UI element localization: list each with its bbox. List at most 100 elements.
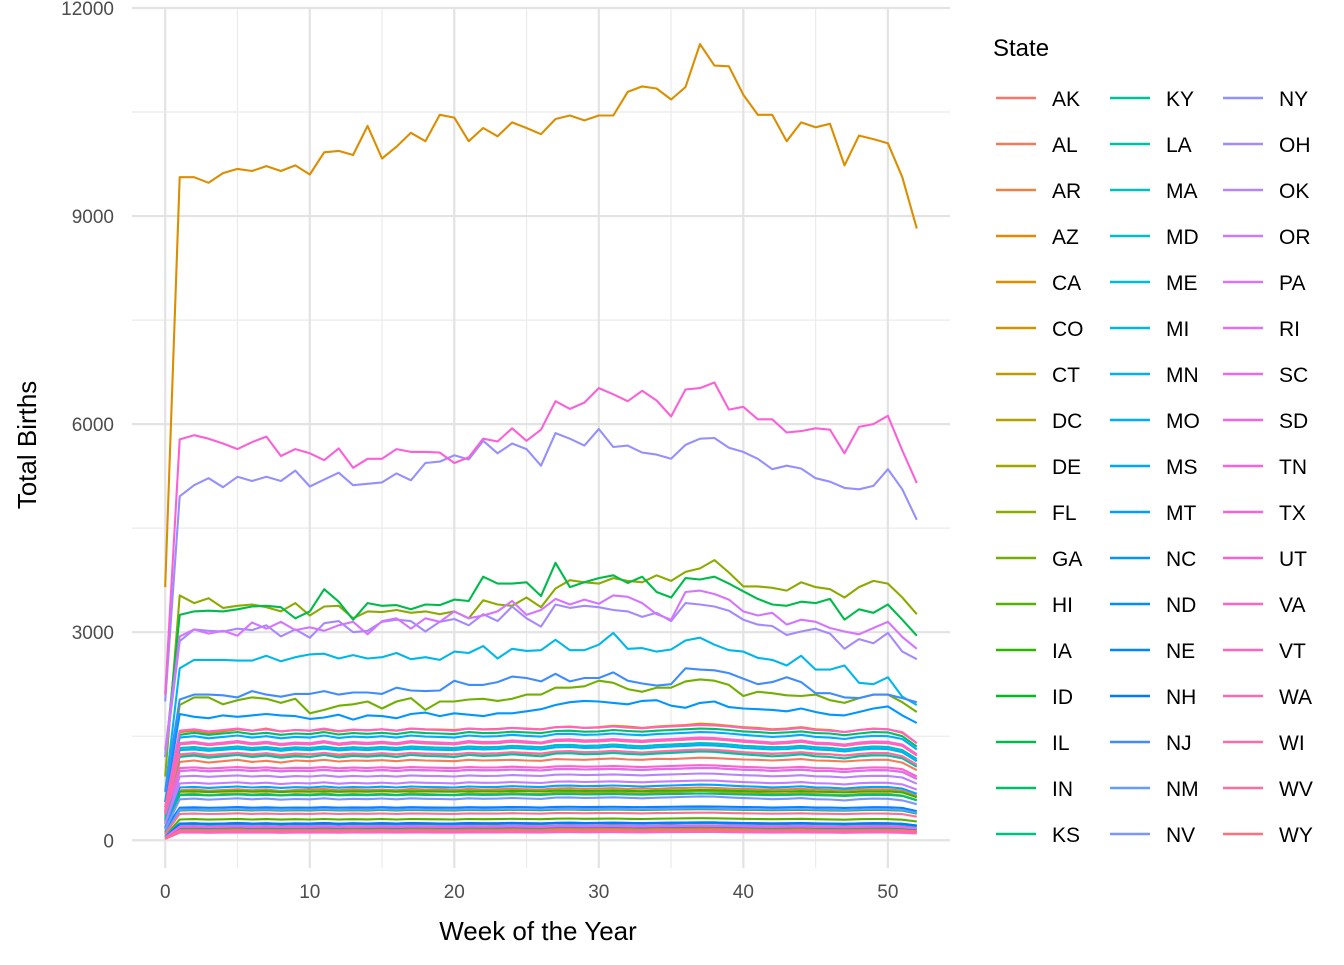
- series-line-ga: [164, 678, 918, 803]
- x-tick-label: 30: [588, 882, 609, 903]
- series-line-nm: [164, 807, 918, 835]
- series-line-ar: [164, 786, 918, 828]
- series-line-tx: [164, 381, 918, 695]
- series-line-la: [164, 750, 918, 812]
- legend-label-al: AL: [1052, 134, 1078, 157]
- x-tick-label: 50: [877, 882, 898, 903]
- series-line-wi: [164, 748, 918, 813]
- legend-title: State: [993, 35, 1049, 62]
- legend-label-ga: GA: [1052, 548, 1082, 571]
- legend-label-mo: MO: [1166, 410, 1200, 433]
- legend-label-pa: PA: [1279, 272, 1305, 295]
- legend-label-co: CO: [1052, 318, 1084, 341]
- series-lines: [164, 43, 918, 840]
- legend-label-tx: TX: [1279, 502, 1306, 525]
- legend-label-mi: MI: [1166, 318, 1189, 341]
- series-line-va: [164, 724, 918, 808]
- legend-label-mn: MN: [1166, 364, 1199, 387]
- legend-label-wv: WV: [1279, 778, 1313, 801]
- series-line-ok: [164, 772, 918, 825]
- series-line-oh: [164, 602, 918, 758]
- legend-label-ut: UT: [1279, 548, 1307, 571]
- x-tick-label: 0: [160, 882, 171, 903]
- series-line-dc: [164, 827, 917, 840]
- series-line-nh: [164, 821, 917, 839]
- series-line-nv: [164, 795, 918, 831]
- legend-label-de: DE: [1052, 456, 1081, 479]
- legend-label-ny: NY: [1279, 88, 1308, 111]
- series-line-pa: [164, 589, 918, 751]
- major-gridlines: [132, 6, 950, 868]
- y-tick-label: 9000: [72, 207, 114, 228]
- legend-label-md: MD: [1166, 226, 1199, 249]
- legend-label-ia: IA: [1052, 640, 1072, 663]
- legend-label-id: ID: [1052, 686, 1073, 709]
- legend-label-oh: OH: [1279, 134, 1311, 157]
- legend-label-nv: NV: [1166, 824, 1195, 847]
- series-line-wa: [164, 737, 918, 810]
- series-line-ms: [164, 783, 918, 829]
- legend-label-va: VA: [1279, 594, 1305, 617]
- legend-label-wi: WI: [1279, 732, 1305, 755]
- series-line-ut: [164, 764, 918, 815]
- x-tick-label: 10: [299, 882, 320, 903]
- series-line-ne: [164, 805, 918, 830]
- series-line-ia: [164, 788, 918, 825]
- legend-label-wa: WA: [1279, 686, 1312, 709]
- series-line-hi: [164, 817, 917, 837]
- legend-label-ri: RI: [1279, 318, 1300, 341]
- legend-label-nd: ND: [1166, 594, 1196, 617]
- series-line-mo: [164, 731, 918, 803]
- legend-label-ok: OK: [1279, 180, 1309, 203]
- legend-label-in: IN: [1052, 778, 1073, 801]
- legend-label-ar: AR: [1052, 180, 1081, 203]
- series-line-mn: [164, 744, 918, 808]
- series-line-wy: [164, 828, 917, 840]
- series-line-ca: [164, 43, 918, 588]
- legend-label-or: OR: [1279, 226, 1311, 249]
- legend-label-fl: FL: [1052, 502, 1077, 525]
- legend-label-ak: AK: [1052, 88, 1080, 111]
- series-line-ny: [164, 427, 918, 702]
- legend-label-mt: MT: [1166, 502, 1196, 525]
- series-line-il: [164, 561, 918, 758]
- legend-label-nc: NC: [1166, 548, 1196, 571]
- series-line-ks: [164, 792, 918, 829]
- legend-label-sd: SD: [1279, 410, 1308, 433]
- legend-label-nm: NM: [1166, 778, 1199, 801]
- legend-label-me: ME: [1166, 272, 1198, 295]
- legend-label-ca: CA: [1052, 272, 1081, 295]
- series-line-vt: [164, 830, 917, 840]
- legend-label-wy: WY: [1279, 824, 1313, 847]
- legend-label-sc: SC: [1279, 364, 1308, 387]
- legend: AK AL AR AZ CA CO CT DC DE FL GA HI IA ID IL IN KS KY LA MA…: [996, 88, 1313, 847]
- y-tick-label: 6000: [72, 415, 114, 436]
- series-line-or: [164, 779, 918, 824]
- series-line-sc: [164, 766, 918, 815]
- series-line-mi: [164, 631, 918, 792]
- series-line-nc: [164, 699, 918, 803]
- x-tick-label: 40: [733, 882, 754, 903]
- y-axis-tick-labels: 0 3000 6000 9000 12000: [61, 0, 114, 852]
- series-line-md: [164, 742, 918, 815]
- legend-label-nj: NJ: [1166, 732, 1192, 755]
- series-line-in: [164, 727, 918, 813]
- legend-label-ct: CT: [1052, 364, 1080, 387]
- series-line-fl: [164, 559, 918, 777]
- x-axis-tick-labels: 0 10 20 30 40 50: [160, 882, 898, 903]
- legend-label-vt: VT: [1279, 640, 1306, 663]
- x-axis-label: Week of the Year: [439, 916, 637, 946]
- legend-label-ms: MS: [1166, 456, 1198, 479]
- legend-label-il: IL: [1052, 732, 1070, 755]
- legend-label-nh: NH: [1166, 686, 1196, 709]
- legend-label-dc: DC: [1052, 410, 1082, 433]
- x-tick-label: 20: [444, 882, 465, 903]
- legend-label-la: LA: [1166, 134, 1192, 157]
- minor-gridlines: [132, 8, 950, 868]
- y-tick-label: 12000: [61, 0, 114, 20]
- y-tick-label: 3000: [72, 623, 114, 644]
- y-axis-label: Total Births: [12, 381, 42, 510]
- legend-label-ky: KY: [1166, 88, 1194, 111]
